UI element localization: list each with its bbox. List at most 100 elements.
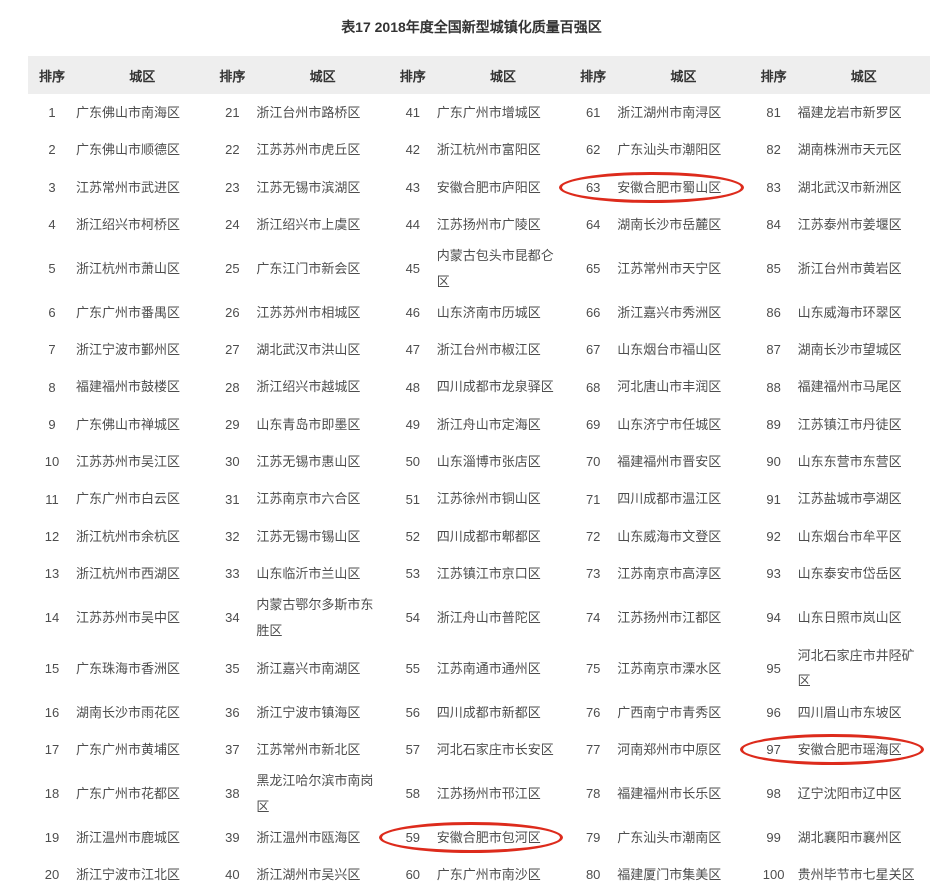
district-name: 贵州毕节市七星关区 [797,867,915,883]
district-name: 内蒙古鄂尔多斯市东胜区 [256,597,374,638]
table-row: 75 江苏南京市溧水区 [569,643,749,694]
rank-value: 67 [585,342,601,358]
table-row: 64 湖南长沙市岳麓区 [569,206,749,243]
table-row: 67 山东烟台市福山区 [569,331,749,368]
table-row: 58 江苏扬州市邗江区 [389,768,569,819]
table-row: 41 广东广州市增城区 [389,94,569,131]
rank-header: 排序 [399,68,426,84]
rank-value: 10 [44,454,60,470]
rank-value: 21 [225,105,240,121]
district-name: 浙江杭州市西湖区 [76,565,181,581]
table-header-row: 排序 城区 排序 城区 排序 城区 排序 城区 排序 城区 [28,56,930,94]
rank-value: 64 [585,217,601,233]
table-body: 1 广东佛山市南海区 2 广东佛山市顺德区 3 江苏常州市武进区 4 浙江绍兴市柯桥区 5 浙江杭… [28,94,930,894]
table-row: 84 江苏泰州市姜堰区 [750,206,930,243]
district-name: 安徽合肥市蜀山区 [617,179,722,195]
district-name: 湖南长沙市岳麓区 [617,216,722,232]
rank-value: 6 [48,305,56,321]
table-row: 20 浙江宁波市江北区 [28,856,208,893]
table-row: 93 山东泰安市岱岳区 [750,555,930,592]
district-name: 广东珠海市香洲区 [76,660,181,676]
rank-value: 76 [585,704,601,720]
rank-value: 16 [44,704,60,720]
table-row: 36 浙江宁波市镇海区 [208,694,388,731]
table-row: 85 浙江台州市黄岩区 [750,243,930,294]
table-row: 44 江苏扬州市广陵区 [389,206,569,243]
district-name: 江苏南京市六合区 [256,491,361,507]
table-row: 24 浙江绍兴市上虞区 [208,206,388,243]
table-row: 72 山东威海市文登区 [569,518,749,555]
table-row: 62 广东汕头市潮阳区 [569,131,749,168]
rank-value: 99 [766,830,781,846]
rank-header: 排序 [219,68,246,84]
district-name: 江苏扬州市邗江区 [436,785,541,801]
rank-value: 98 [766,786,781,802]
table-row: 18 广东广州市花都区 [28,768,208,819]
table-row: 60 广东广州市南沙区 [389,856,569,893]
table-row: 30 江苏无锡市惠山区 [208,443,388,480]
district-name: 四川成都市温江区 [617,491,722,507]
district-name: 浙江杭州市余杭区 [76,528,181,544]
district-name: 江苏南京市溧水区 [617,660,722,676]
table-row: 9 广东佛山市禅城区 [28,406,208,443]
table-row: 15 广东珠海市香洲区 [28,643,208,694]
district-name: 浙江宁波市江北区 [76,867,181,883]
table-row: 38 黑龙江哈尔滨市南岗区 [208,768,388,819]
table-row: 23 江苏无锡市滨湖区 [208,169,388,206]
table-row: 42 浙江杭州市富阳区 [389,131,569,168]
district-name: 广东汕头市潮阳区 [617,142,722,158]
rank-value: 30 [225,454,240,470]
district-name: 浙江嘉兴市秀洲区 [617,304,722,320]
table-row: 22 江苏苏州市虎丘区 [208,131,388,168]
rank-value: 29 [225,416,240,432]
district-name: 江苏镇江市京口区 [436,565,541,581]
rank-value: 66 [585,305,601,321]
table-row: 29 山东青岛市即墨区 [208,406,388,443]
rank-value: 3 [48,179,56,195]
table-row: 90 山东东营市东营区 [750,443,930,480]
district-name: 江苏苏州市吴中区 [76,609,181,625]
rank-value: 43 [405,179,421,195]
rank-value: 55 [405,660,421,676]
district-name: 江苏泰州市姜堰区 [797,216,902,232]
rank-value: 86 [766,305,781,321]
table-row: 13 浙江杭州市西湖区 [28,555,208,592]
rank-value: 46 [405,305,421,321]
table-row: 2 广东佛山市顺德区 [28,131,208,168]
table-row: 63 安徽合肥市蜀山区 [559,169,749,206]
district-name: 湖北武汉市新洲区 [797,179,902,195]
district-name: 江苏苏州市虎丘区 [256,142,361,158]
district-name: 江苏常州市武进区 [76,179,181,195]
table-row: 39 浙江温州市瓯海区 [208,819,388,856]
district-name: 安徽合肥市包河区 [436,829,541,845]
rank-value: 77 [585,742,601,758]
table-row: 71 四川成都市温江区 [569,480,749,517]
table-row: 81 福建龙岩市新罗区 [750,94,930,131]
rank-value: 92 [766,528,781,544]
rank-value: 82 [766,142,781,158]
district-name: 江苏常州市天宁区 [617,260,722,276]
rank-value: 72 [585,528,601,544]
table-row: 95 河北石家庄市井陉矿区 [750,643,930,694]
rank-value: 60 [405,867,421,883]
district-name: 福建厦门市集美区 [617,867,722,883]
table-row: 8 福建福州市鼓楼区 [28,368,208,405]
district-name: 湖北武汉市洪山区 [256,342,361,358]
district-name: 浙江杭州市萧山区 [76,260,181,276]
rank-value: 20 [44,867,60,883]
rank-value: 100 [762,867,785,883]
table-row: 82 湖南株洲市天元区 [750,131,930,168]
rank-value: 80 [585,867,601,883]
table-row: 79 广东汕头市潮南区 [569,819,749,856]
table-row: 46 山东济南市历城区 [389,294,569,331]
rank-value: 15 [44,660,60,676]
district-name: 江苏常州市新北区 [256,741,361,757]
table-row: 35 浙江嘉兴市南湖区 [208,643,388,694]
rank-value: 4 [48,217,56,233]
district-name: 广东广州市花都区 [76,785,181,801]
table-row: 69 山东济宁市任城区 [569,406,749,443]
table-row: 89 江苏镇江市丹徒区 [750,406,930,443]
table-row: 19 浙江温州市鹿城区 [28,819,208,856]
rank-value: 14 [44,610,60,626]
table-row: 59 安徽合肥市包河区 [378,819,569,856]
